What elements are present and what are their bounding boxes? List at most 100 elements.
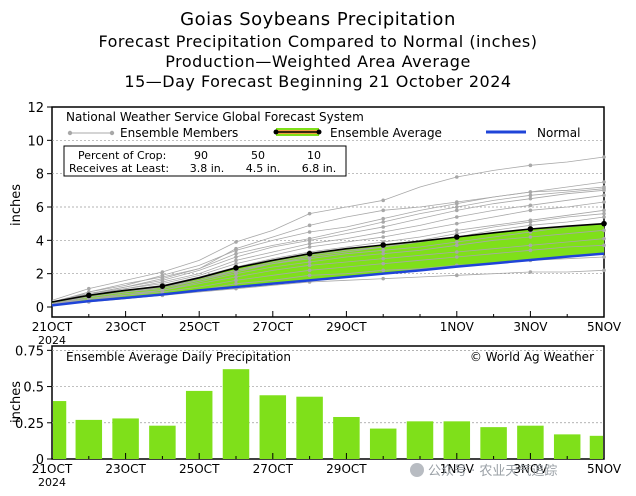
daily-bar bbox=[406, 421, 434, 459]
ensemble-member-point bbox=[528, 248, 533, 253]
crop-pct-10: 10 bbox=[307, 149, 321, 162]
top-x-year-label: 2024 bbox=[38, 334, 66, 347]
ensemble-member-point bbox=[528, 196, 533, 201]
ensemble-member-point bbox=[602, 155, 606, 159]
bottom-y-tick-label: 0 bbox=[36, 453, 44, 468]
ensemble-member-point bbox=[381, 216, 386, 221]
ensemble-member-point bbox=[381, 268, 386, 273]
top-x-ticks: 21OCT 23OCT 25OCT 27OCT 29OCT 1NOV 3NOV 5NOV 202… bbox=[32, 311, 622, 347]
ensemble-member-point bbox=[160, 270, 165, 274]
ensemble-member-point bbox=[528, 163, 533, 168]
wechat-icon bbox=[410, 463, 424, 477]
top-y-tick-label: 2 bbox=[36, 268, 44, 283]
chart-subtitle-2: Production—Weighted Area Average bbox=[165, 52, 471, 71]
ensemble-member-point bbox=[455, 221, 459, 226]
ensemble-member-point bbox=[602, 215, 606, 219]
daily-bar bbox=[149, 425, 176, 459]
ensemble-average-point bbox=[159, 283, 166, 289]
ensemble-member-point bbox=[602, 208, 606, 213]
legend-average-swatch bbox=[273, 128, 322, 136]
top-y-tick-label: 12 bbox=[27, 101, 44, 116]
ensemble-member-point bbox=[381, 251, 386, 256]
ensemble-member-point bbox=[528, 243, 533, 248]
ensemble-average-point bbox=[233, 265, 239, 271]
bottom-x-tick-label: 29OCT bbox=[326, 462, 367, 476]
bottom-y-tick-label: 0.75 bbox=[15, 344, 44, 359]
ensemble-member-point bbox=[602, 186, 606, 191]
bottom-x-ticks: 21OCT 23OCT 25OCT 27OCT 29OCT 1NOV 3NOV 5NOV 202… bbox=[32, 453, 622, 489]
ensemble-average-point bbox=[454, 234, 460, 240]
ensemble-member-point bbox=[381, 230, 386, 234]
ensemble-member-point bbox=[455, 255, 459, 259]
ensemble-average-point bbox=[306, 250, 313, 257]
ensemble-member-point bbox=[455, 175, 459, 179]
crop-val-10: 6.8 in. bbox=[302, 162, 337, 175]
bottom-x-tick-label: 23OCT bbox=[105, 462, 146, 476]
ensemble-member-point bbox=[602, 193, 606, 198]
daily-bar bbox=[112, 418, 139, 459]
ensemble-member-point bbox=[602, 236, 606, 241]
ensemble-member-point bbox=[528, 220, 533, 224]
bottom-y-axis-label: inches bbox=[9, 381, 24, 423]
ensemble-member-point bbox=[528, 235, 533, 239]
ensemble-member-path bbox=[51, 238, 605, 305]
ensemble-average-point bbox=[601, 220, 607, 227]
ensemble-member-path bbox=[51, 229, 605, 305]
ensemble-member-point bbox=[307, 211, 312, 216]
ensemble-member-point bbox=[307, 263, 312, 268]
daily-bar bbox=[296, 396, 323, 459]
ensemble-member-point bbox=[528, 208, 533, 213]
daily-bar bbox=[222, 369, 250, 459]
crop-stats-box bbox=[63, 145, 347, 177]
ensemble-average-point bbox=[380, 242, 387, 248]
ensemble-average-line bbox=[51, 222, 605, 303]
ensemble-member-point bbox=[455, 228, 459, 233]
ensemble-member-point bbox=[602, 243, 606, 248]
bottom-x-tick-label: 25OCT bbox=[179, 462, 220, 476]
crop-label-percent: Percent of Crop: bbox=[78, 149, 166, 162]
ensemble-member-point bbox=[455, 273, 459, 278]
ensemble-member-point bbox=[234, 258, 238, 263]
watermark-text: 公众号 · 农业天气追踪 bbox=[428, 464, 558, 479]
ensemble-member-point bbox=[381, 235, 386, 239]
top-y-tick-label: 8 bbox=[36, 168, 44, 183]
bottom-gridlines bbox=[52, 349, 604, 424]
daily-bar bbox=[259, 395, 287, 459]
ensemble-member-point bbox=[307, 268, 312, 273]
chart-title: Goias Soybeans Precipitation bbox=[180, 9, 456, 30]
ensemble-member-point bbox=[234, 255, 238, 259]
ensemble-member-point bbox=[307, 236, 312, 241]
normal-line bbox=[51, 252, 605, 307]
crop-pct-90: 90 bbox=[194, 149, 208, 162]
ensemble-member-line bbox=[51, 155, 606, 301]
bottom-x-tick-label: 3NOV bbox=[513, 462, 548, 476]
ensemble-member-point bbox=[307, 245, 312, 249]
crop-pct-50: 50 bbox=[251, 149, 265, 162]
bottom-x-tick-label: 1NOV bbox=[440, 462, 475, 476]
ensemble-average-point bbox=[527, 226, 534, 232]
ensemble-member-point bbox=[307, 273, 312, 278]
daily-bar bbox=[53, 401, 67, 459]
ensemble-member-point bbox=[381, 261, 386, 266]
bottom-x-tick-label: 27OCT bbox=[253, 462, 294, 476]
legend-members-label: Ensemble Members bbox=[120, 126, 238, 140]
legend-members-swatch bbox=[67, 130, 115, 136]
ensemble-member-point bbox=[307, 223, 312, 228]
ensemble-member-point bbox=[381, 220, 386, 224]
top-y-tick-label: 4 bbox=[36, 234, 44, 249]
ensemble-member-point bbox=[234, 278, 238, 283]
top-x-tick-label: 21OCT bbox=[32, 320, 73, 334]
ensemble-member-point bbox=[381, 276, 386, 281]
bottom-x-tick-label: 21OCT bbox=[32, 462, 73, 476]
ensemble-member-path bbox=[51, 156, 605, 301]
daily-bar bbox=[589, 435, 603, 459]
daily-bar bbox=[480, 427, 507, 459]
ensemble-member-point bbox=[455, 240, 459, 244]
top-x-tick-label: 25OCT bbox=[179, 320, 220, 334]
ensemble-member-point bbox=[234, 261, 238, 266]
ensemble-member-point bbox=[455, 215, 459, 219]
ensemble-member-point bbox=[602, 255, 606, 259]
legend-normal-label: Normal bbox=[537, 126, 580, 140]
bottom-y-ticks: 0 0.25 0.5 0.75 bbox=[15, 344, 52, 468]
